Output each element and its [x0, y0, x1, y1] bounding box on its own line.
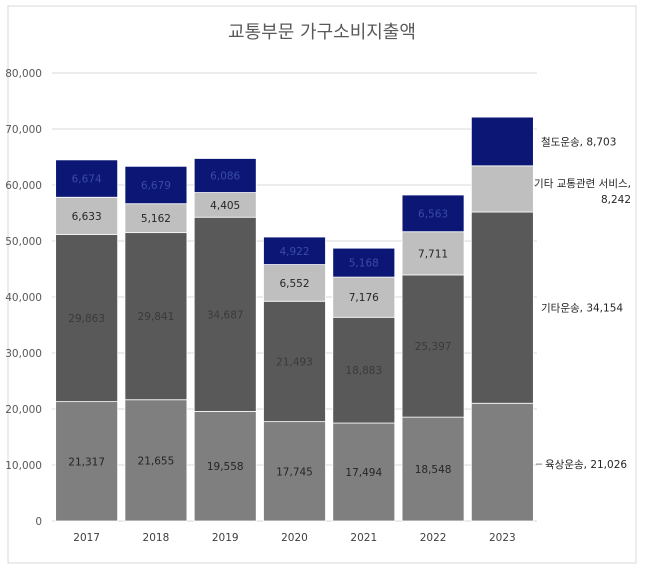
series-annotation: 8,242	[601, 194, 631, 206]
y-tick-label: 10,000	[5, 460, 42, 472]
bar-segment-other_transport	[401, 274, 465, 418]
bar-segment-other_services	[332, 276, 396, 318]
bar-segment-other_transport	[470, 211, 534, 404]
bar-segment-land	[470, 402, 534, 522]
x-tick-label: 2017	[73, 532, 100, 544]
chart-title: 교통부문 가구소비지출액	[228, 22, 416, 43]
bar-segment-other_services	[470, 165, 534, 213]
x-tick-label: 2019	[212, 532, 239, 544]
data-label: 7,176	[349, 292, 379, 304]
data-label: 5,168	[349, 258, 379, 270]
bar-segment-rail	[124, 165, 188, 205]
data-label: 18,548	[415, 464, 452, 476]
bar-segment-rail	[263, 236, 326, 265]
data-label: 4,922	[279, 246, 309, 258]
bar-segment-rail	[55, 159, 119, 198]
bar-segment-other_transport	[263, 300, 326, 423]
bar-segment-other_services	[263, 264, 326, 302]
series-annotation: 철도운송, 8,703	[541, 136, 616, 148]
bar-segment-rail	[193, 158, 257, 193]
y-axis-ticks: 0 10,000 20,000 30,000 40,000 50,000 60,000 70,…	[5, 68, 42, 528]
data-label: 7,711	[418, 248, 448, 260]
data-label: 4,405	[210, 200, 240, 212]
y-tick-label: 20,000	[5, 404, 42, 416]
bar-segment-other_services	[55, 196, 119, 235]
bar-segment-other_transport	[332, 316, 396, 424]
y-tick-label: 30,000	[5, 348, 42, 360]
bar-segment-land	[263, 421, 326, 522]
bar-segment-other_transport	[124, 232, 188, 401]
bar-segment-rail	[401, 194, 465, 233]
x-tick-label: 2018	[143, 532, 170, 544]
data-label: 29,863	[68, 313, 105, 325]
x-tick-label: 2023	[489, 532, 516, 544]
bar-segment-other_services	[124, 203, 188, 234]
data-label: 21,655	[138, 455, 175, 467]
y-tick-label: 80,000	[5, 68, 42, 80]
series-annotation: 기타운송, 34,154	[541, 303, 623, 315]
data-label: 21,493	[276, 356, 313, 368]
data-label: 21,317	[68, 456, 105, 468]
data-label: 29,841	[138, 311, 175, 323]
series-annotation: 기타 교통관련 서비스,	[534, 178, 631, 190]
data-label: 6,563	[418, 208, 448, 220]
x-tick-label: 2022	[420, 532, 447, 544]
data-label: 6,633	[72, 211, 102, 223]
data-label: 19,558	[207, 461, 244, 473]
data-label: 6,552	[279, 278, 309, 290]
series-annotations: 육상운송, 21,026 기타운송, 34,154 기타 교통관련 서비스, 8,24…	[534, 136, 631, 471]
x-tick-label: 2021	[350, 532, 377, 544]
y-tick-label: 0	[35, 516, 42, 528]
y-tick-label: 60,000	[5, 180, 42, 192]
data-label: 5,162	[141, 213, 171, 225]
data-label: 34,687	[207, 309, 244, 321]
bar-segment-land	[55, 401, 119, 522]
y-tick-label: 40,000	[5, 292, 42, 304]
data-label: 17,745	[276, 466, 313, 478]
y-tick-label: 70,000	[5, 124, 42, 136]
y-tick-label: 50,000	[5, 236, 42, 248]
bar-segment-rail	[470, 116, 534, 167]
bars: 21,317 29,863 6,633 6,674 21,655 29,841 5,162 6…	[55, 116, 534, 522]
data-label: 18,883	[345, 365, 382, 377]
bar-segment-land	[193, 411, 257, 522]
bar-segment-other_transport	[193, 216, 257, 412]
bar-segment-land	[401, 416, 465, 522]
x-axis-ticks: 2017 2018 2019 2020 2021 2022 2023	[73, 532, 515, 544]
data-label: 6,086	[210, 171, 240, 183]
data-label: 25,397	[415, 341, 452, 353]
data-label: 6,674	[72, 174, 102, 186]
bar-segment-other_services	[193, 192, 257, 218]
bar-segment-land	[124, 399, 188, 522]
bar-segment-land	[332, 422, 396, 522]
bar-segment-rail	[332, 247, 396, 278]
series-annotation: 육상운송, 21,026	[545, 459, 627, 471]
bar-segment-other_services	[401, 231, 465, 276]
bar-segment-other_transport	[55, 233, 119, 403]
data-label: 17,494	[345, 467, 382, 479]
data-label: 6,679	[141, 180, 171, 192]
x-tick-label: 2020	[281, 532, 308, 544]
